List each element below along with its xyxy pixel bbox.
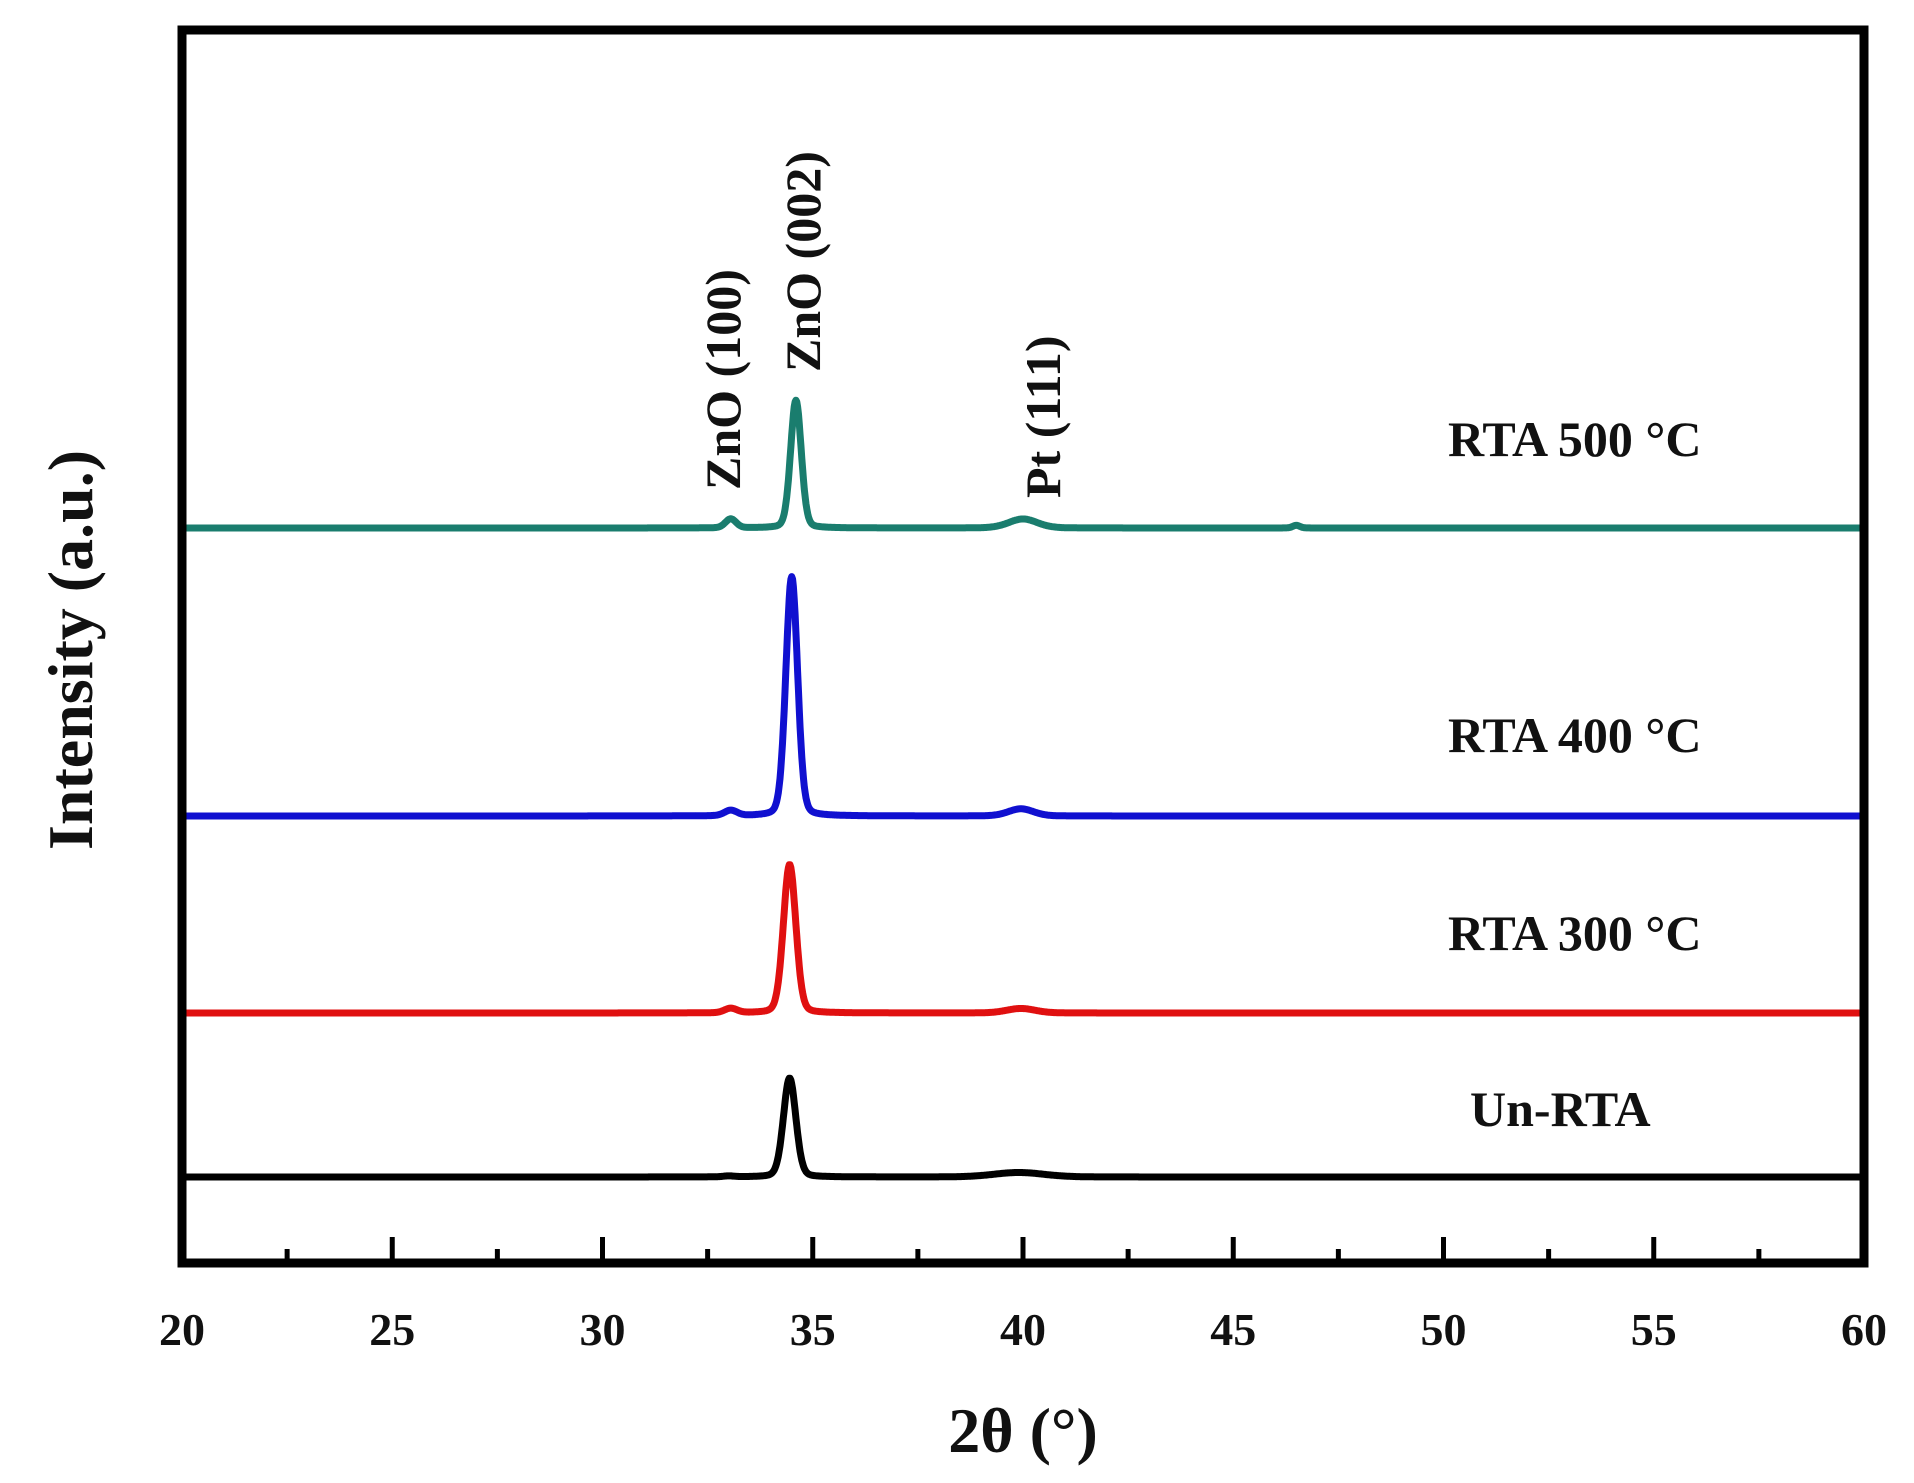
x-axis-tick-labels: 20 25 30 35 40 45 50 55 60 [159,1304,1887,1355]
x-tick-label: 20 [159,1304,205,1355]
x-axis-title: 2θ (°) [948,1395,1098,1466]
trace-rta-300-c [179,861,1867,1017]
series-label-500: RTA 500 °C [1448,411,1701,467]
trace-rta-400-c [179,573,1867,820]
peak-label-zno-002: ZnO (002) [775,151,831,372]
x-tick-label: 55 [1631,1304,1677,1355]
series-label-400: RTA 400 °C [1448,707,1701,763]
plot-frame [177,25,1869,1268]
x-tick-label: 40 [1000,1304,1046,1355]
x-axis-ticks [179,1237,1867,1263]
x-tick-label: 30 [580,1304,626,1355]
series-label-300: RTA 300 °C [1448,905,1701,961]
peak-label-zno-100: ZnO (100) [695,269,751,490]
x-tick-label: 45 [1210,1304,1256,1355]
x-tick-label: 50 [1421,1304,1467,1355]
y-axis-title: Intensity (a.u.) [35,450,106,850]
x-tick-label: 25 [369,1304,415,1355]
trace-un-rta [179,1074,1867,1181]
x-tick-label: 35 [790,1304,836,1355]
series-label-unrta: Un-RTA [1470,1081,1651,1137]
series-traces [179,396,1867,1181]
peak-label-pt-111: Pt (111) [1015,336,1071,498]
x-tick-label: 60 [1841,1304,1887,1355]
trace-rta-500-c [179,396,1867,532]
